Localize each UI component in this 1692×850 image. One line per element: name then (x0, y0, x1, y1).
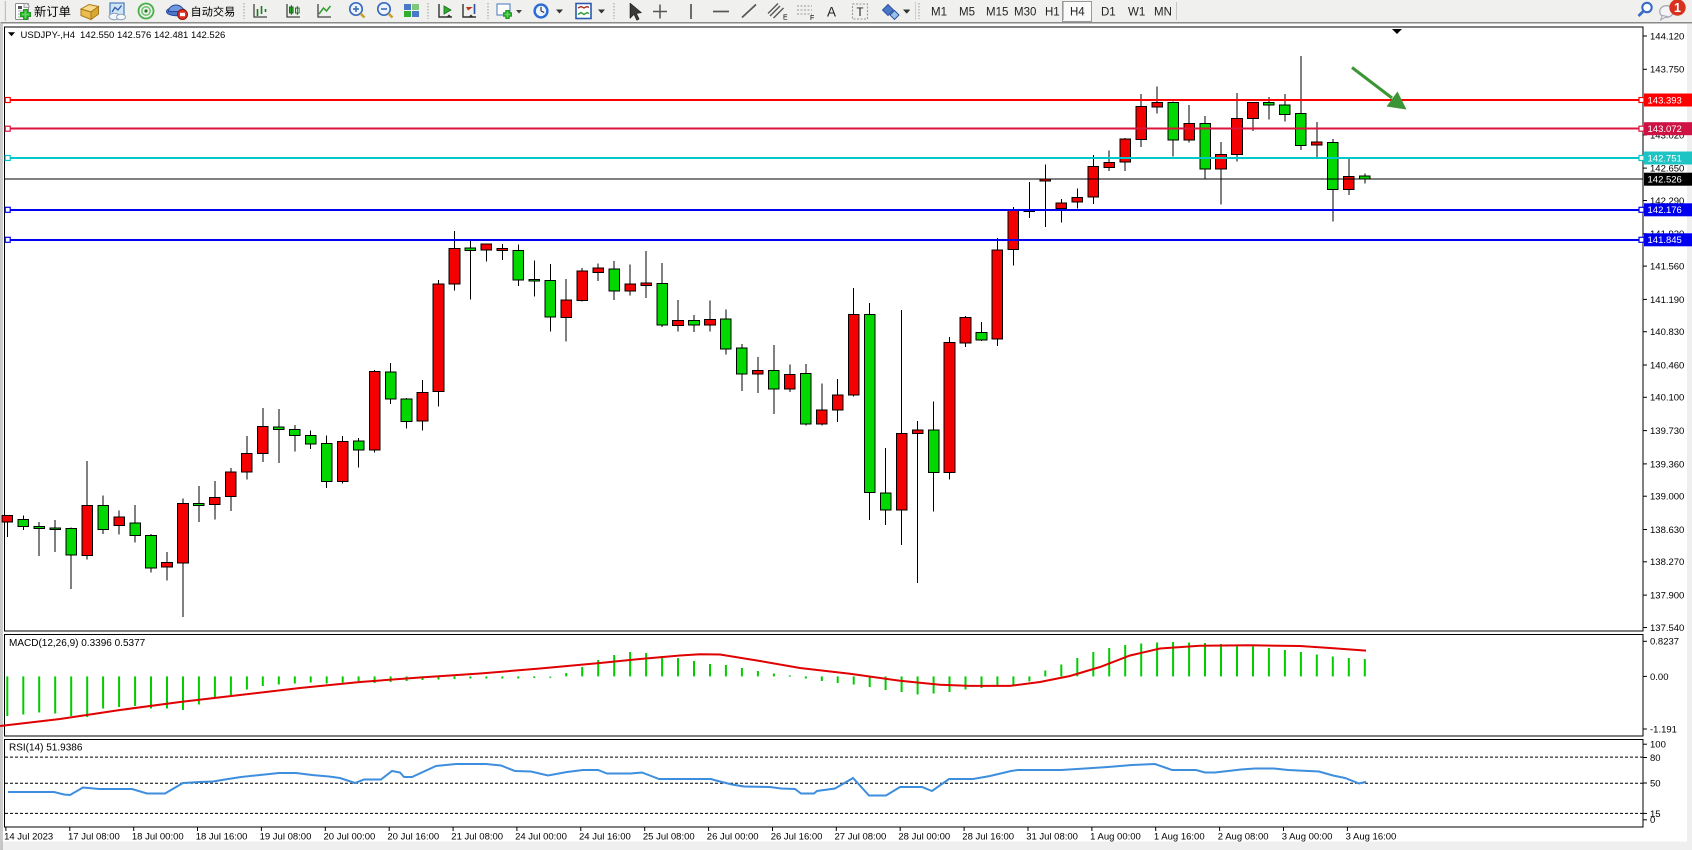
svg-text:26 Jul 16:00: 26 Jul 16:00 (771, 832, 823, 843)
svg-text:142.176: 142.176 (1648, 205, 1682, 216)
svg-text:RSI(14) 51.9386: RSI(14) 51.9386 (9, 743, 83, 754)
svg-text:W1: W1 (1128, 7, 1145, 19)
svg-text:M15: M15 (986, 7, 1008, 19)
svg-text:0.8237: 0.8237 (1650, 637, 1679, 648)
svg-text:1: 1 (1674, 1, 1681, 15)
svg-text:100: 100 (1650, 740, 1666, 751)
svg-text:MACD(12,26,9) 0.3396 0.5377: MACD(12,26,9) 0.3396 0.5377 (9, 638, 146, 649)
svg-text:27 Jul 08:00: 27 Jul 08:00 (835, 832, 887, 843)
svg-text:A: A (827, 5, 836, 20)
svg-text:143.072: 143.072 (1648, 124, 1682, 135)
svg-text:0: 0 (1650, 815, 1655, 826)
svg-text:0.00: 0.00 (1650, 672, 1669, 683)
svg-text:20 Jul 16:00: 20 Jul 16:00 (387, 832, 439, 843)
svg-text:80: 80 (1650, 753, 1661, 764)
svg-text:M30: M30 (1014, 7, 1036, 19)
svg-text:17 Jul 08:00: 17 Jul 08:00 (68, 832, 120, 843)
svg-text:25 Jul 08:00: 25 Jul 08:00 (643, 832, 695, 843)
svg-text:14 Jul 2023: 14 Jul 2023 (4, 832, 53, 843)
svg-text:142.526: 142.526 (1648, 175, 1682, 186)
svg-text:139.730: 139.730 (1650, 426, 1684, 437)
svg-text:28 Jul 16:00: 28 Jul 16:00 (962, 832, 1014, 843)
svg-text:H4: H4 (1070, 7, 1085, 19)
svg-text:M1: M1 (931, 7, 947, 19)
svg-text:15: 15 (1650, 809, 1661, 820)
svg-text:D1: D1 (1101, 7, 1116, 19)
svg-text:142.650: 142.650 (1650, 164, 1684, 175)
svg-text:E: E (783, 15, 788, 22)
svg-text:31 Jul 08:00: 31 Jul 08:00 (1026, 832, 1078, 843)
svg-text:50: 50 (1650, 778, 1661, 789)
svg-text:142.751: 142.751 (1648, 153, 1682, 164)
svg-text:140.830: 140.830 (1650, 327, 1684, 338)
svg-text:140.460: 140.460 (1650, 360, 1684, 371)
svg-text:142.550 142.576 142.481 142.52: 142.550 142.576 142.481 142.526 (80, 30, 225, 41)
svg-text:18 Jul 16:00: 18 Jul 16:00 (196, 832, 248, 843)
svg-text:143.750: 143.750 (1650, 65, 1684, 76)
svg-text:MN: MN (1154, 7, 1172, 19)
svg-text:144.120: 144.120 (1650, 31, 1684, 42)
svg-text:-1.191: -1.191 (1650, 724, 1677, 735)
svg-text:20 Jul 00:00: 20 Jul 00:00 (324, 832, 376, 843)
svg-text:138.630: 138.630 (1650, 525, 1684, 536)
svg-text:1 Aug 00:00: 1 Aug 00:00 (1090, 832, 1141, 843)
svg-text:137.900: 137.900 (1650, 591, 1684, 602)
svg-text:M5: M5 (959, 7, 975, 19)
svg-text:143.020: 143.020 (1650, 130, 1684, 141)
svg-text:F: F (810, 15, 814, 22)
svg-text:141.845: 141.845 (1648, 235, 1682, 246)
svg-text:24 Jul 00:00: 24 Jul 00:00 (515, 832, 567, 843)
svg-text:T: T (857, 7, 864, 19)
svg-text:19 Jul 08:00: 19 Jul 08:00 (260, 832, 312, 843)
svg-text:USDJPY-,H4: USDJPY-,H4 (21, 30, 76, 41)
svg-text:141.560: 141.560 (1650, 262, 1684, 273)
svg-text:3 Aug 00:00: 3 Aug 00:00 (1282, 832, 1333, 843)
svg-text:143.393: 143.393 (1648, 95, 1682, 106)
svg-text:26 Jul 00:00: 26 Jul 00:00 (707, 832, 759, 843)
svg-text:138.270: 138.270 (1650, 557, 1684, 568)
svg-text:141.190: 141.190 (1650, 295, 1684, 306)
svg-text:H1: H1 (1045, 7, 1060, 19)
svg-text:140.100: 140.100 (1650, 393, 1684, 404)
svg-text:137.540: 137.540 (1650, 623, 1684, 634)
svg-text:24 Jul 16:00: 24 Jul 16:00 (579, 832, 631, 843)
svg-text:28 Jul 00:00: 28 Jul 00:00 (898, 832, 950, 843)
svg-text:139.360: 139.360 (1650, 459, 1684, 470)
svg-text:2 Aug 08:00: 2 Aug 08:00 (1218, 832, 1269, 843)
svg-text:139.000: 139.000 (1650, 492, 1684, 503)
svg-text:142.290: 142.290 (1650, 196, 1684, 207)
svg-text:21 Jul 08:00: 21 Jul 08:00 (451, 832, 503, 843)
svg-text:18 Jul 00:00: 18 Jul 00:00 (132, 832, 184, 843)
svg-text:1 Aug 16:00: 1 Aug 16:00 (1154, 832, 1205, 843)
svg-text:3 Aug 16:00: 3 Aug 16:00 (1346, 832, 1397, 843)
